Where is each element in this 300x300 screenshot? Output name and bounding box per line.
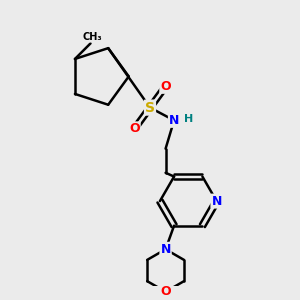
Text: N: N [160,243,171,256]
Text: O: O [160,285,171,298]
Text: O: O [160,80,171,93]
Text: CH₃: CH₃ [82,32,102,42]
Text: O: O [129,122,140,135]
Text: H: H [184,114,193,124]
Text: S: S [145,100,155,115]
Text: N: N [212,195,222,208]
Text: N: N [169,114,179,127]
